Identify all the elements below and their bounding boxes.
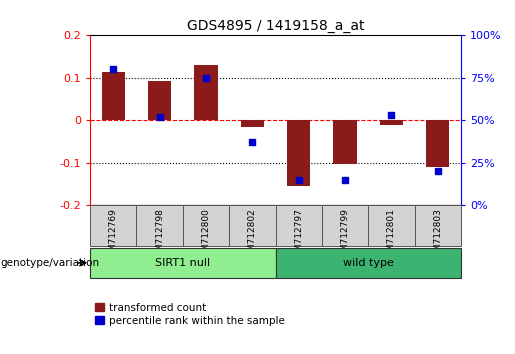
Bar [90,248,276,278]
Title: GDS4895 / 1419158_a_at: GDS4895 / 1419158_a_at [187,19,364,33]
Bar [415,205,461,246]
Bar [287,120,310,186]
Text: GSM712802: GSM712802 [248,209,257,263]
Point [109,67,117,72]
Bar [148,81,171,120]
Text: GSM712801: GSM712801 [387,209,396,263]
Bar [426,120,449,167]
Text: SIRT1 null: SIRT1 null [155,258,211,268]
Point [387,113,396,118]
Bar [90,205,136,246]
Text: GSM712803: GSM712803 [433,209,442,263]
Bar [380,120,403,125]
Text: GSM712797: GSM712797 [294,209,303,263]
Bar [101,72,125,120]
Bar [241,120,264,127]
Bar [276,248,461,278]
Point [248,139,256,145]
Point [295,177,303,183]
Text: wild type: wild type [343,258,393,268]
Text: genotype/variation: genotype/variation [0,258,99,268]
Text: GSM712800: GSM712800 [201,209,211,263]
Bar [368,205,415,246]
Bar [183,205,229,246]
Text: GSM712769: GSM712769 [109,209,118,263]
Bar [194,65,217,120]
Point [156,114,164,120]
Point [202,75,210,81]
Bar [334,120,356,164]
Point [341,177,349,183]
Text: GSM712799: GSM712799 [340,209,350,263]
Bar [136,205,183,246]
Text: GSM712798: GSM712798 [155,209,164,263]
Legend: transformed count, percentile rank within the sample: transformed count, percentile rank withi… [95,303,285,326]
Bar [276,205,322,246]
Bar [322,205,368,246]
Bar [229,205,276,246]
Point [434,169,442,174]
